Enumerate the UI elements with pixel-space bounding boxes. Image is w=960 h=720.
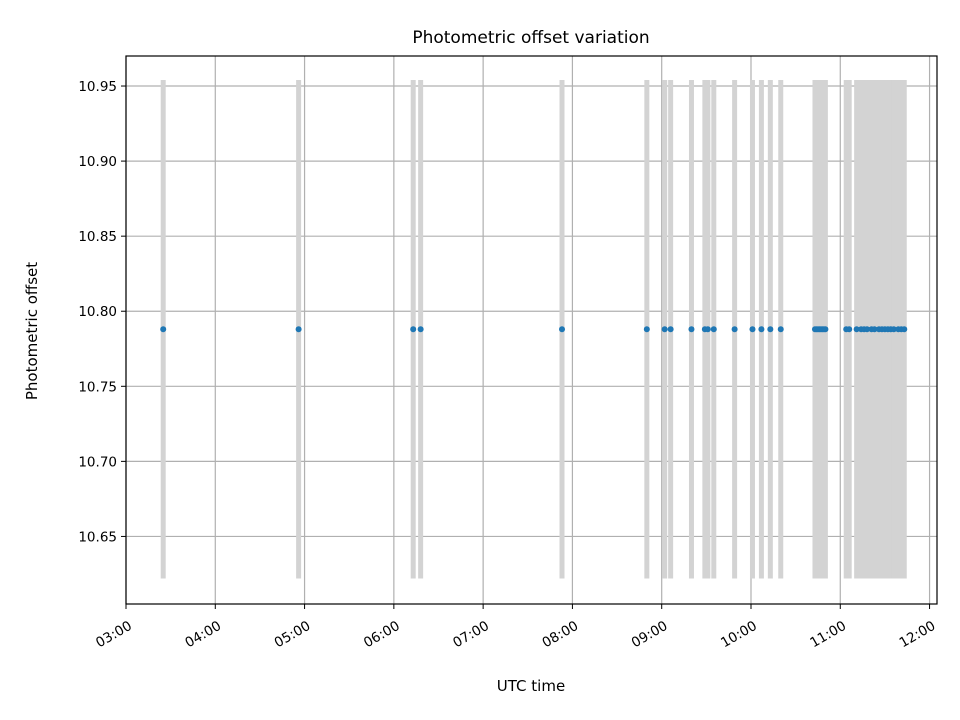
data-point: [822, 326, 829, 333]
y-tick-label: 10.75: [78, 379, 117, 395]
y-axis-ticks: 10.65 10.70 10.75 10.80 10.85 10.90 10.95: [78, 79, 126, 545]
y-axis-label: Photometric offset: [23, 262, 41, 400]
data-point: [643, 326, 650, 333]
y-tick-label: 10.80: [78, 304, 117, 320]
data-point: [160, 326, 167, 333]
y-tick-label: 10.95: [78, 79, 117, 95]
data-point: [710, 326, 717, 333]
data-point: [688, 326, 695, 333]
data-point: [661, 326, 668, 333]
chart-title: Photometric offset variation: [412, 28, 649, 48]
data-point: [901, 326, 908, 333]
plot-frame: [125, 55, 938, 605]
data-point: [758, 326, 765, 333]
data-point: [864, 326, 871, 333]
data-point: [410, 326, 417, 333]
y-tick-label: 10.85: [78, 229, 117, 245]
data-point: [417, 326, 424, 333]
y-tick-label: 10.90: [78, 154, 117, 170]
data-point: [704, 326, 711, 333]
y-tick-label: 10.65: [78, 529, 117, 545]
data-point: [890, 326, 897, 333]
data-points: [160, 326, 908, 333]
data-point: [749, 326, 756, 333]
data-point: [295, 326, 302, 333]
data-point: [667, 326, 674, 333]
data-point: [846, 326, 853, 333]
data-point: [777, 326, 784, 333]
y-tick-label: 10.70: [78, 454, 117, 470]
data-point: [767, 326, 774, 333]
data-point: [871, 326, 878, 333]
data-point: [731, 326, 738, 333]
data-point: [853, 326, 860, 333]
data-point: [559, 326, 566, 333]
x-axis-label: UTC time: [497, 677, 565, 695]
